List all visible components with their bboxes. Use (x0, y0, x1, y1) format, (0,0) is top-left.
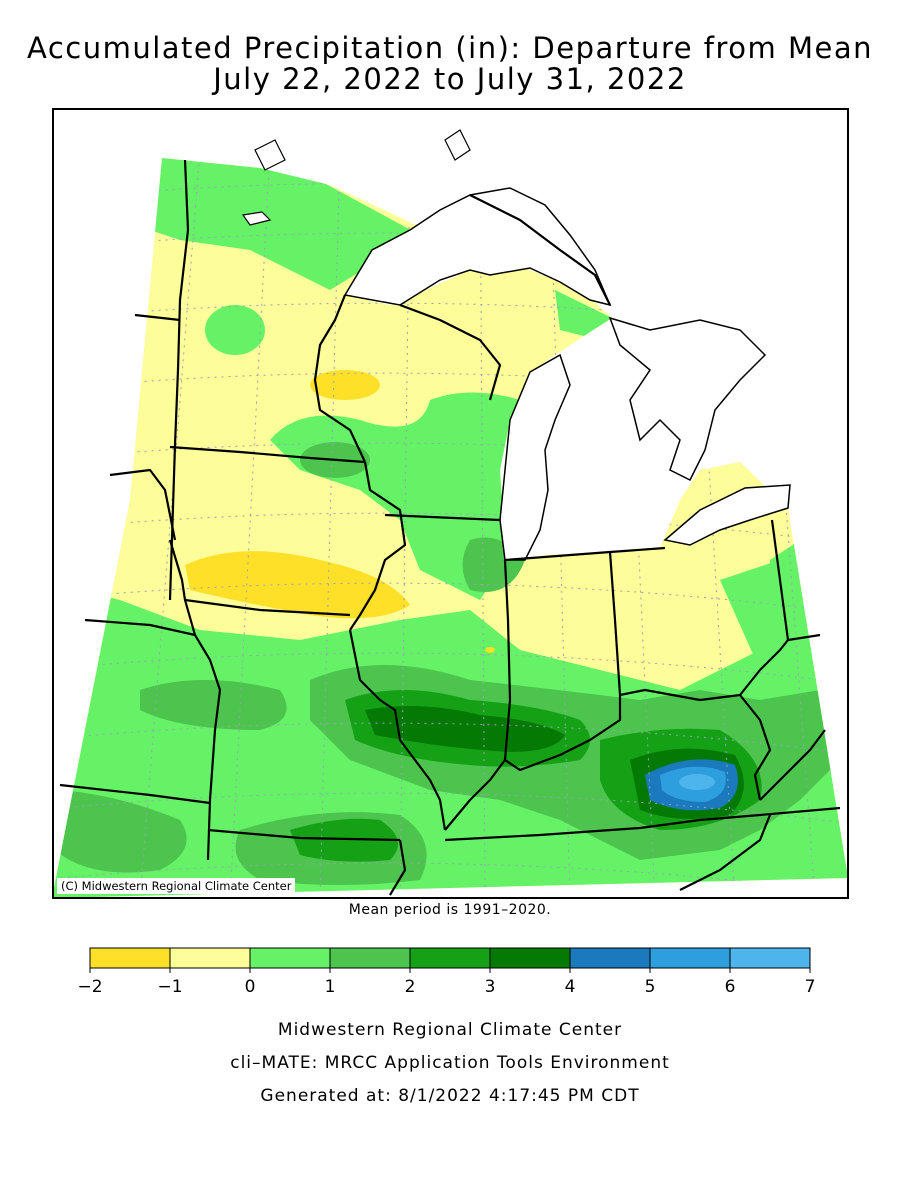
legend: −2 −1 0 1 2 3 4 5 6 7 (77, 947, 816, 997)
map-date-range: July 22, 2022 to July 31, 2022 (213, 62, 687, 96)
legend-swatch-8 (729, 947, 811, 969)
lake-michigan (499, 353, 571, 561)
mean-period-note: Mean period is 1991–2020. (348, 902, 552, 918)
lake-huron (608, 316, 767, 482)
legend-swatch-2 (249, 947, 331, 969)
footer-generated-at: Generated at: 8/1/2022 4:17:45 PM CDT (260, 1086, 640, 1106)
legend-swatch-0 (89, 947, 171, 969)
map-frame (52, 108, 849, 899)
legend-tick-label: 5 (645, 977, 656, 997)
map-title: Accumulated Precipitation (in): Departur… (26, 31, 874, 65)
legend-tick-label: 1 (325, 977, 336, 997)
legend-tick-label: −2 (77, 977, 102, 997)
footer-tool-name: cli–MATE: MRCC Application Tools Environ… (230, 1053, 670, 1073)
legend-swatch-6 (569, 947, 651, 969)
legend-swatch-1 (169, 947, 251, 969)
copyright-label: (C) Midwestern Regional Climate Center (57, 878, 296, 894)
great-lakes (343, 187, 791, 561)
legend-tick-label: 4 (565, 977, 576, 997)
legend-swatch-3 (329, 947, 411, 969)
legend-swatch-4 (409, 947, 491, 969)
legend-tick-label: 0 (245, 977, 256, 997)
footer-organization: Midwestern Regional Climate Center (277, 1020, 623, 1040)
legend-tick-label: 3 (485, 977, 496, 997)
lake-superior (343, 187, 612, 307)
legend-tick-label: 7 (805, 977, 816, 997)
legend-swatch-5 (489, 947, 571, 969)
field-minus2-to-minus1 (185, 370, 495, 653)
legend-swatch-7 (649, 947, 731, 969)
lake-erie (663, 484, 791, 546)
legend-tick-label: −1 (157, 977, 182, 997)
state-boundaries (59, 159, 841, 896)
field-6-to-7 (679, 774, 715, 790)
canada-islands (241, 129, 471, 226)
legend-tick-label: 2 (405, 977, 416, 997)
legend-tick-label: 6 (725, 977, 736, 997)
